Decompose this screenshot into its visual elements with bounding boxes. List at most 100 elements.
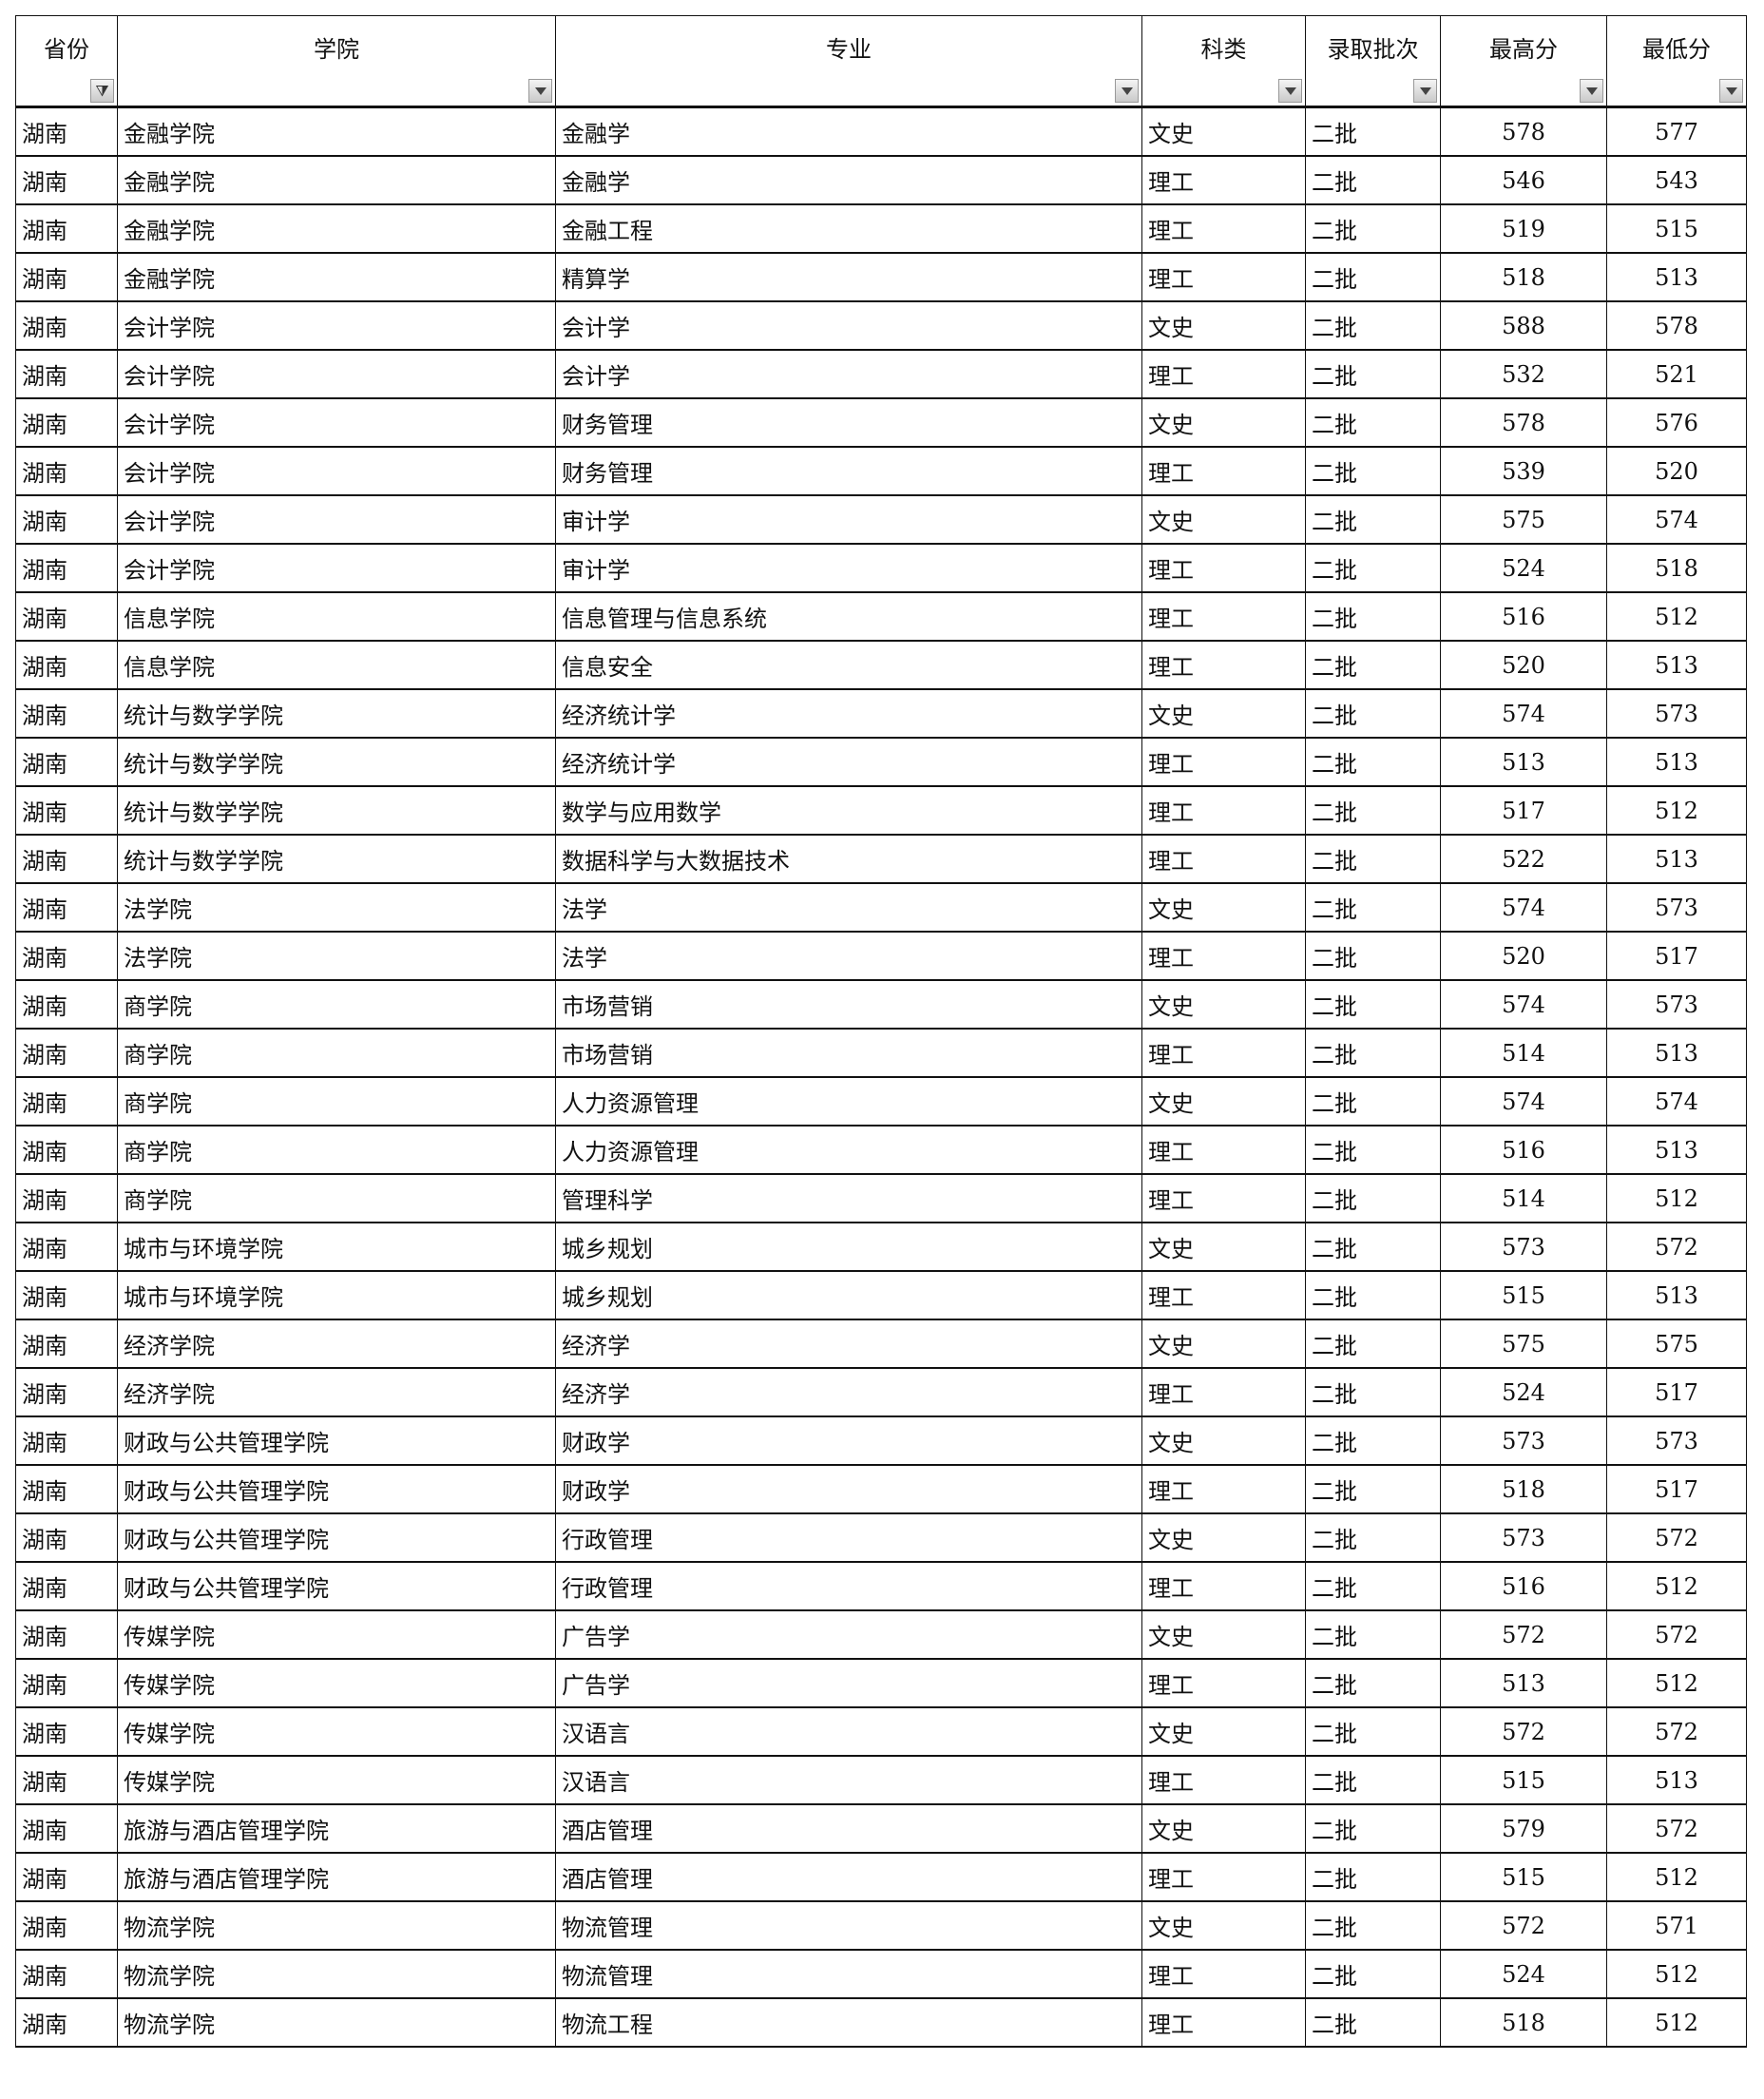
cell-category[interactable]: 理工 <box>1141 1949 1306 1999</box>
cell-batch[interactable]: 二批 <box>1305 1658 1441 1708</box>
cell-major[interactable]: 物流管理 <box>555 1949 1142 1999</box>
cell-college[interactable]: 统计与数学学院 <box>117 737 556 787</box>
cell-min-score[interactable]: 513 <box>1606 834 1747 884</box>
cell-min-score[interactable]: 513 <box>1606 1028 1747 1078</box>
cell-province[interactable]: 湖南 <box>15 1900 118 1951</box>
cell-category[interactable]: 理工 <box>1141 1658 1306 1708</box>
cell-college[interactable]: 法学院 <box>117 931 556 981</box>
cell-min-score[interactable]: 513 <box>1606 1755 1747 1805</box>
cell-province[interactable]: 湖南 <box>15 1464 118 1514</box>
cell-category[interactable]: 理工 <box>1141 1852 1306 1902</box>
cell-province[interactable]: 湖南 <box>15 737 118 787</box>
cell-batch[interactable]: 二批 <box>1305 1415 1441 1466</box>
cell-max-score[interactable]: 516 <box>1440 1561 1607 1611</box>
cell-min-score[interactable]: 512 <box>1606 591 1747 642</box>
cell-category[interactable]: 文史 <box>1141 1076 1306 1127</box>
cell-batch[interactable]: 二批 <box>1305 882 1441 933</box>
cell-min-score[interactable]: 515 <box>1606 203 1747 254</box>
cell-batch[interactable]: 二批 <box>1305 1270 1441 1320</box>
cell-batch[interactable]: 二批 <box>1305 1852 1441 1902</box>
cell-major[interactable]: 数据科学与大数据技术 <box>555 834 1142 884</box>
filter-dropdown-button[interactable] <box>1719 79 1743 103</box>
cell-major[interactable]: 经济学 <box>555 1319 1142 1369</box>
cell-province[interactable]: 湖南 <box>15 300 118 351</box>
cell-major[interactable]: 法学 <box>555 931 1142 981</box>
cell-min-score[interactable]: 573 <box>1606 979 1747 1030</box>
cell-min-score[interactable]: 573 <box>1606 688 1747 739</box>
filter-dropdown-button[interactable] <box>1115 79 1139 103</box>
cell-min-score[interactable]: 513 <box>1606 1270 1747 1320</box>
cell-major[interactable]: 汉语言 <box>555 1706 1142 1757</box>
cell-min-score[interactable]: 517 <box>1606 931 1747 981</box>
cell-college[interactable]: 会计学院 <box>117 494 556 545</box>
cell-batch[interactable]: 二批 <box>1305 1319 1441 1369</box>
cell-college[interactable]: 物流学院 <box>117 1997 556 2048</box>
cell-major[interactable]: 金融工程 <box>555 203 1142 254</box>
cell-college[interactable]: 法学院 <box>117 882 556 933</box>
cell-province[interactable]: 湖南 <box>15 1658 118 1708</box>
cell-max-score[interactable]: 518 <box>1440 1997 1607 2048</box>
cell-province[interactable]: 湖南 <box>15 1609 118 1660</box>
cell-major[interactable]: 物流工程 <box>555 1997 1142 2048</box>
cell-province[interactable]: 湖南 <box>15 203 118 254</box>
cell-college[interactable]: 传媒学院 <box>117 1755 556 1805</box>
cell-college[interactable]: 城市与环境学院 <box>117 1270 556 1320</box>
cell-province[interactable]: 湖南 <box>15 1173 118 1223</box>
cell-category[interactable]: 理工 <box>1141 155 1306 205</box>
cell-province[interactable]: 湖南 <box>15 1367 118 1417</box>
cell-college[interactable]: 信息学院 <box>117 640 556 690</box>
cell-major[interactable]: 人力资源管理 <box>555 1076 1142 1127</box>
cell-category[interactable]: 理工 <box>1141 1270 1306 1320</box>
cell-category[interactable]: 理工 <box>1141 640 1306 690</box>
cell-batch[interactable]: 二批 <box>1305 688 1441 739</box>
cell-batch[interactable]: 二批 <box>1305 1125 1441 1175</box>
cell-province[interactable]: 湖南 <box>15 640 118 690</box>
cell-min-score[interactable]: 512 <box>1606 1997 1747 2048</box>
cell-province[interactable]: 湖南 <box>15 1949 118 1999</box>
cell-max-score[interactable]: 573 <box>1440 1512 1607 1563</box>
cell-batch[interactable]: 二批 <box>1305 834 1441 884</box>
cell-province[interactable]: 湖南 <box>15 494 118 545</box>
cell-min-score[interactable]: 512 <box>1606 1852 1747 1902</box>
cell-max-score[interactable]: 574 <box>1440 979 1607 1030</box>
cell-category[interactable]: 理工 <box>1141 1755 1306 1805</box>
cell-major[interactable]: 财务管理 <box>555 446 1142 496</box>
cell-major[interactable]: 人力资源管理 <box>555 1125 1142 1175</box>
cell-major[interactable]: 酒店管理 <box>555 1803 1142 1854</box>
cell-province[interactable]: 湖南 <box>15 252 118 302</box>
cell-batch[interactable]: 二批 <box>1305 1028 1441 1078</box>
cell-max-score[interactable]: 572 <box>1440 1706 1607 1757</box>
cell-category[interactable]: 文史 <box>1141 979 1306 1030</box>
cell-max-score[interactable]: 518 <box>1440 1464 1607 1514</box>
cell-college[interactable]: 会计学院 <box>117 397 556 448</box>
cell-major[interactable]: 管理科学 <box>555 1173 1142 1223</box>
filter-dropdown-button[interactable] <box>1278 79 1302 103</box>
cell-batch[interactable]: 二批 <box>1305 397 1441 448</box>
filter-active-button[interactable]: ⧩ <box>90 79 114 103</box>
cell-batch[interactable]: 二批 <box>1305 640 1441 690</box>
cell-province[interactable]: 湖南 <box>15 931 118 981</box>
cell-max-score[interactable]: 588 <box>1440 300 1607 351</box>
cell-category[interactable]: 文史 <box>1141 1803 1306 1854</box>
cell-max-score[interactable]: 520 <box>1440 640 1607 690</box>
cell-category[interactable]: 理工 <box>1141 834 1306 884</box>
cell-max-score[interactable]: 524 <box>1440 1367 1607 1417</box>
cell-major[interactable]: 数学与应用数学 <box>555 785 1142 836</box>
cell-college[interactable]: 财政与公共管理学院 <box>117 1464 556 1514</box>
cell-min-score[interactable]: 512 <box>1606 1949 1747 1999</box>
cell-major[interactable]: 金融学 <box>555 155 1142 205</box>
cell-min-score[interactable]: 517 <box>1606 1367 1747 1417</box>
cell-min-score[interactable]: 520 <box>1606 446 1747 496</box>
cell-category[interactable]: 理工 <box>1141 931 1306 981</box>
cell-min-score[interactable]: 543 <box>1606 155 1747 205</box>
cell-college[interactable]: 商学院 <box>117 979 556 1030</box>
cell-max-score[interactable]: 573 <box>1440 1415 1607 1466</box>
cell-province[interactable]: 湖南 <box>15 1028 118 1078</box>
cell-batch[interactable]: 二批 <box>1305 1900 1441 1951</box>
cell-min-score[interactable]: 572 <box>1606 1706 1747 1757</box>
cell-max-score[interactable]: 513 <box>1440 1658 1607 1708</box>
cell-batch[interactable]: 二批 <box>1305 931 1441 981</box>
cell-batch[interactable]: 二批 <box>1305 1997 1441 2048</box>
cell-major[interactable]: 经济统计学 <box>555 737 1142 787</box>
cell-category[interactable]: 文史 <box>1141 1609 1306 1660</box>
